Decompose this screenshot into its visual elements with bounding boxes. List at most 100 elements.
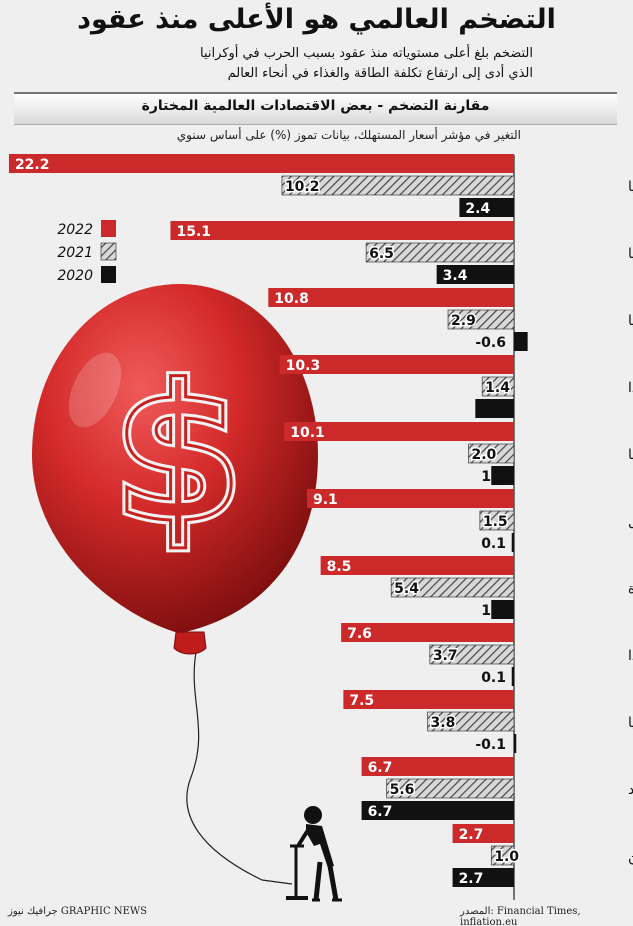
legend-swatch-2020 xyxy=(101,266,116,283)
value-label-2022-10: 2.7 xyxy=(459,827,484,843)
value-label-2020-6: 1.0 xyxy=(481,603,506,619)
value-label-2020-0: 2.4 xyxy=(465,201,490,217)
value-label-2021-2: 2.9 xyxy=(451,313,476,329)
value-label-2022-3: 10.3 xyxy=(286,358,321,374)
balloon-body xyxy=(32,284,318,632)
category-label-9: الهند xyxy=(628,782,633,798)
page-title: التضخم العالمي هو الأعلى منذ عقود xyxy=(77,4,556,35)
category-label-3: هولندا xyxy=(628,380,633,396)
bar-2020-7 xyxy=(511,667,514,686)
value-label-2020-1: 3.4 xyxy=(443,268,468,284)
value-label-2022-6: 8.5 xyxy=(327,559,352,575)
bar-2022-8 xyxy=(343,690,514,709)
bar-2022-3 xyxy=(279,355,514,374)
bar-2020-4 xyxy=(491,466,514,485)
svg-text:$: $ xyxy=(112,344,244,565)
value-label-2022-0: 22.2 xyxy=(15,157,50,173)
bar-2022-2 xyxy=(268,288,514,307)
value-label-2020-8: -0.1 xyxy=(475,737,506,753)
bar-2020-2 xyxy=(514,332,528,351)
bar-2021-6 xyxy=(390,577,515,598)
value-label-2021-9: 5.6 xyxy=(390,782,415,798)
bar-2020-8 xyxy=(514,734,517,753)
value-label-2020-5: 0.1 xyxy=(481,536,506,552)
bar-2021-9 xyxy=(386,778,515,799)
value-label-2021-0: 10.2 xyxy=(285,179,320,195)
bar-2021-10 xyxy=(490,845,515,866)
category-label-8: ألمانيا xyxy=(628,713,633,731)
dollar-sign-icon: $ $ xyxy=(107,340,248,570)
value-label-2021-8: 3.8 xyxy=(431,715,456,731)
section-title: مقارنة التضخم - بعض الاقتصادات العالمية … xyxy=(141,98,490,114)
bar-2021-3 xyxy=(481,376,515,397)
category-label-4: بريطانيا xyxy=(628,447,633,463)
bar-2021-7 xyxy=(429,644,515,665)
bar-2022-4 xyxy=(284,422,514,441)
category-label-1: روسيا xyxy=(628,246,633,262)
category-label-0: أوكرانيا xyxy=(628,177,633,195)
value-label-2022-9: 6.7 xyxy=(368,760,393,776)
legend-swatch-2021 xyxy=(100,242,117,261)
value-label-2020-4: 1.0 xyxy=(481,469,506,485)
value-label-2021-10: 1.0 xyxy=(494,849,519,865)
value-label-2022-4: 10.1 xyxy=(290,425,325,441)
bar-2022-9 xyxy=(361,757,514,776)
bar-2022-1 xyxy=(170,221,514,240)
value-label-2022-5: 9.1 xyxy=(313,492,338,508)
bar-2020-9 xyxy=(361,801,514,820)
bar-2020-1 xyxy=(436,265,514,284)
subtitle-line-1: التضخم بلغ أعلى مستوياته منذ عقود بسبب ا… xyxy=(200,46,533,61)
source-credit: المصدر: Financial Times, inflation.eu xyxy=(460,906,581,926)
bar-2022-0 xyxy=(8,154,514,173)
value-label-2020-9: 6.7 xyxy=(368,804,393,820)
bar-2021-4 xyxy=(468,443,515,464)
value-label-2021-3: 1.4 xyxy=(485,380,510,396)
value-label-2021-5: 1.5 xyxy=(483,514,508,530)
value-label-2020-3: 1.7 xyxy=(481,402,506,418)
value-label-2022-1: 15.1 xyxy=(176,224,211,240)
bar-2020-3 xyxy=(475,399,514,418)
category-label-10: الصين xyxy=(628,849,633,865)
svg-text:$: $ xyxy=(112,344,244,565)
legend-label-2020: 2020 xyxy=(57,268,93,284)
bars-layer: 22.2 10.2 2.4 أوكرانيا 15.1 6.5 3.4 روسيا 10.8 2.… xyxy=(8,154,633,887)
bar-2021-1 xyxy=(365,242,515,263)
bar-2021-0 xyxy=(281,175,515,196)
axis-note: التغير في مؤشر أسعار المستهلك، بيانات تم… xyxy=(176,128,521,142)
value-label-2021-6: 5.4 xyxy=(394,581,419,597)
value-label-2020-2: -0.6 xyxy=(475,335,506,351)
bar-2020-0 xyxy=(459,198,514,217)
bar-2021-8 xyxy=(427,711,515,732)
bar-2020-6 xyxy=(491,600,514,619)
value-label-2021-4: 2.0 xyxy=(472,447,497,463)
man-with-pump-illustration xyxy=(286,806,342,902)
balloon-illustration: $ $ xyxy=(32,284,318,885)
value-label-2022-7: 7.6 xyxy=(347,626,372,642)
balloon-string xyxy=(186,651,293,885)
legend-label-2022: 2022 xyxy=(57,222,93,238)
bar-2022-7 xyxy=(341,623,514,642)
value-label-2020-7: 0.1 xyxy=(481,670,506,686)
bar-2021-5 xyxy=(479,510,515,531)
publisher-credit: جرافيك نيوز GRAPHIC NEWS xyxy=(8,906,148,917)
bar-2020-5 xyxy=(511,533,514,552)
bar-2022-10 xyxy=(452,824,514,843)
category-label-7: كندا xyxy=(628,648,633,664)
bar-2022-5 xyxy=(306,489,514,508)
value-label-2022-2: 10.8 xyxy=(274,291,309,307)
bar-2022-6 xyxy=(320,556,514,575)
category-label-6: الولايات المتحدة xyxy=(628,581,633,597)
section-header: مقارنة التضخم - بعض الاقتصادات العالمية … xyxy=(14,92,617,125)
value-label-2020-10: 2.7 xyxy=(459,871,484,887)
category-label-5: البرتغال xyxy=(628,514,633,530)
legend-swatch-2022 xyxy=(101,220,116,237)
legend: 2022 2021 2020 xyxy=(57,220,117,284)
value-label-2021-7: 3.7 xyxy=(433,648,458,664)
subtitle-line-2: الذي أدى إلى ارتفاع تكلفة الطاقة والغذاء… xyxy=(227,66,533,81)
legend-label-2021: 2021 xyxy=(57,245,93,261)
value-label-2022-8: 7.5 xyxy=(349,693,374,709)
category-label-2: إسبانيا xyxy=(628,313,633,329)
balloon-knot xyxy=(173,631,207,655)
